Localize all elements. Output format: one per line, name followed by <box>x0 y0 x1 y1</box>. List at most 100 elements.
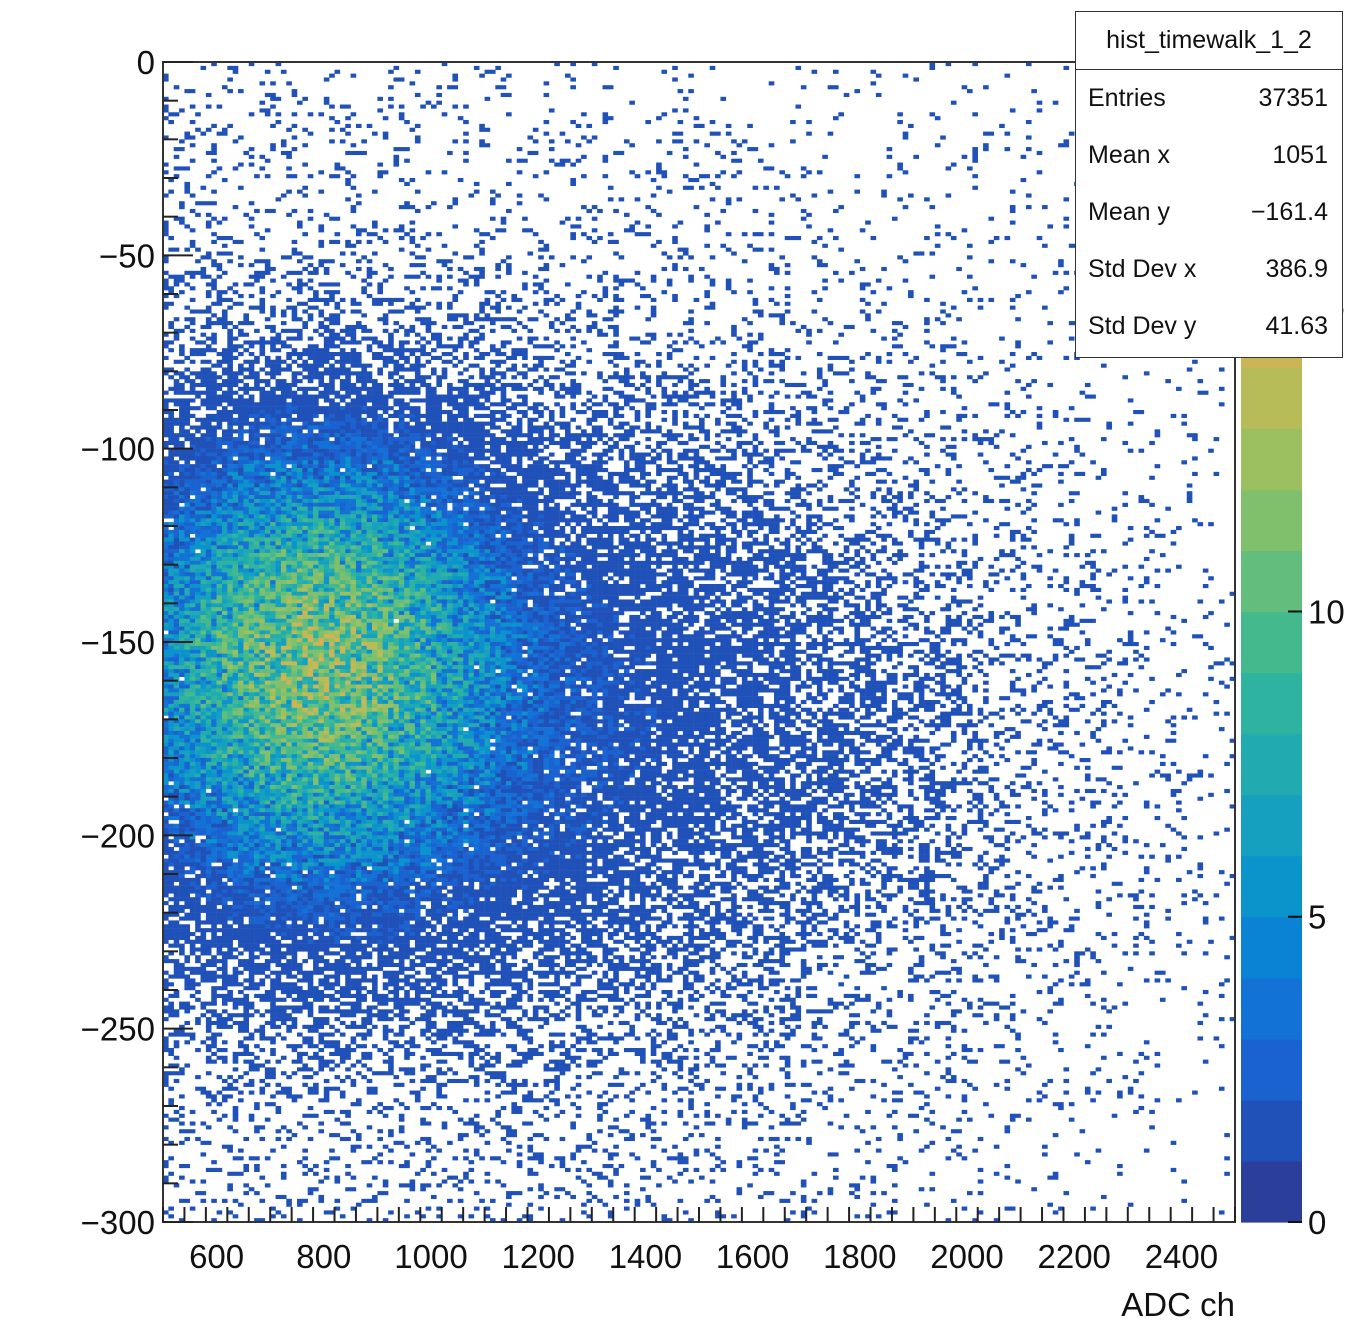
histogram-cell <box>292 472 298 476</box>
histogram-cell <box>286 425 292 429</box>
histogram-cell <box>270 1075 276 1079</box>
histogram-cell <box>190 824 196 828</box>
histogram-cell <box>227 487 233 491</box>
histogram-cell <box>222 708 228 712</box>
histogram-cell <box>270 596 276 600</box>
histogram-cell <box>195 483 201 487</box>
histogram-cell <box>259 391 265 395</box>
histogram-cell <box>184 530 190 534</box>
histogram-cell <box>190 507 196 511</box>
histogram-cell <box>174 495 180 499</box>
histogram-cell <box>222 712 228 716</box>
histogram-cell <box>179 704 185 708</box>
histogram-cell <box>195 395 201 399</box>
histogram-cell <box>259 569 265 573</box>
histogram-cell <box>259 766 265 770</box>
histogram-cell <box>270 673 276 677</box>
histogram-cell <box>292 410 298 414</box>
histogram-cell <box>249 928 255 932</box>
histogram-cell <box>286 746 292 750</box>
histogram-cell <box>238 862 244 866</box>
histogram-cell <box>276 982 282 986</box>
histogram-cell <box>190 889 196 893</box>
histogram-cell <box>254 561 260 565</box>
histogram-cell <box>233 781 239 785</box>
histogram-cell <box>286 878 292 882</box>
histogram-cell <box>233 596 239 600</box>
histogram-cell <box>281 889 287 893</box>
histogram-cell <box>286 572 292 576</box>
histogram-cell <box>222 178 228 182</box>
histogram-cell <box>233 847 239 851</box>
histogram-cell <box>184 731 190 735</box>
histogram-cell <box>276 905 282 909</box>
histogram-cell <box>254 715 260 719</box>
histogram-cell <box>206 913 212 917</box>
histogram-cell <box>233 731 239 735</box>
histogram-cell <box>276 534 282 538</box>
histogram-cell <box>201 453 207 457</box>
histogram-cell <box>174 855 180 859</box>
histogram-cell <box>238 576 244 580</box>
histogram-cell <box>276 739 282 743</box>
histogram-cell <box>254 909 260 913</box>
histogram-cell <box>243 889 249 893</box>
histogram-cell <box>243 623 249 627</box>
histogram-cell <box>233 1052 239 1056</box>
histogram-cell <box>259 843 265 847</box>
histogram-cell <box>168 453 174 457</box>
histogram-cell <box>211 797 217 801</box>
histogram-cell <box>227 495 233 499</box>
histogram-cell <box>184 495 190 499</box>
histogram-cell <box>286 383 292 387</box>
histogram-cell <box>243 410 249 414</box>
histogram-cell <box>254 994 260 998</box>
histogram-cell <box>190 584 196 588</box>
histogram-cell <box>195 940 201 944</box>
histogram-cell <box>222 909 228 913</box>
histogram-cell <box>195 831 201 835</box>
histogram-cell <box>254 681 260 685</box>
histogram-cell <box>281 913 287 917</box>
histogram-cell <box>206 874 212 878</box>
histogram-cell <box>211 1060 217 1064</box>
histogram-cell <box>201 483 207 487</box>
histogram-cell <box>276 851 282 855</box>
histogram-cell <box>254 812 260 816</box>
histogram-cell <box>270 584 276 588</box>
histogram-cell <box>195 453 201 457</box>
histogram-cell <box>190 379 196 383</box>
histogram-cell <box>292 464 298 468</box>
histogram-cell <box>222 534 228 538</box>
histogram-cell <box>265 928 271 932</box>
histogram-cell <box>179 495 185 499</box>
histogram-cell <box>243 719 249 723</box>
histogram-cell <box>281 545 287 549</box>
histogram-cell <box>233 205 239 209</box>
histogram-cell <box>286 414 292 418</box>
histogram-cell <box>195 491 201 495</box>
histogram-cell <box>190 735 196 739</box>
histogram-cell <box>168 766 174 770</box>
histogram-cell <box>174 785 180 789</box>
histogram-cell <box>184 1009 190 1013</box>
histogram-cell <box>168 932 174 936</box>
histogram-cell <box>179 889 185 893</box>
histogram-cell <box>217 561 223 565</box>
histogram-cell <box>190 425 196 429</box>
histogram-cell <box>233 657 239 661</box>
histogram-cell <box>190 746 196 750</box>
histogram-cell <box>281 588 287 592</box>
histogram-cell <box>286 615 292 619</box>
histogram-cell <box>238 882 244 886</box>
histogram-cell <box>243 700 249 704</box>
histogram-cell <box>254 963 260 967</box>
histogram-cell <box>195 557 201 561</box>
histogram-cell <box>168 286 174 290</box>
histogram-cell <box>174 994 180 998</box>
histogram-cell <box>190 781 196 785</box>
histogram-cell <box>270 549 276 553</box>
histogram-cell <box>217 418 223 422</box>
histogram-cell <box>265 681 271 685</box>
histogram-cell <box>270 534 276 538</box>
